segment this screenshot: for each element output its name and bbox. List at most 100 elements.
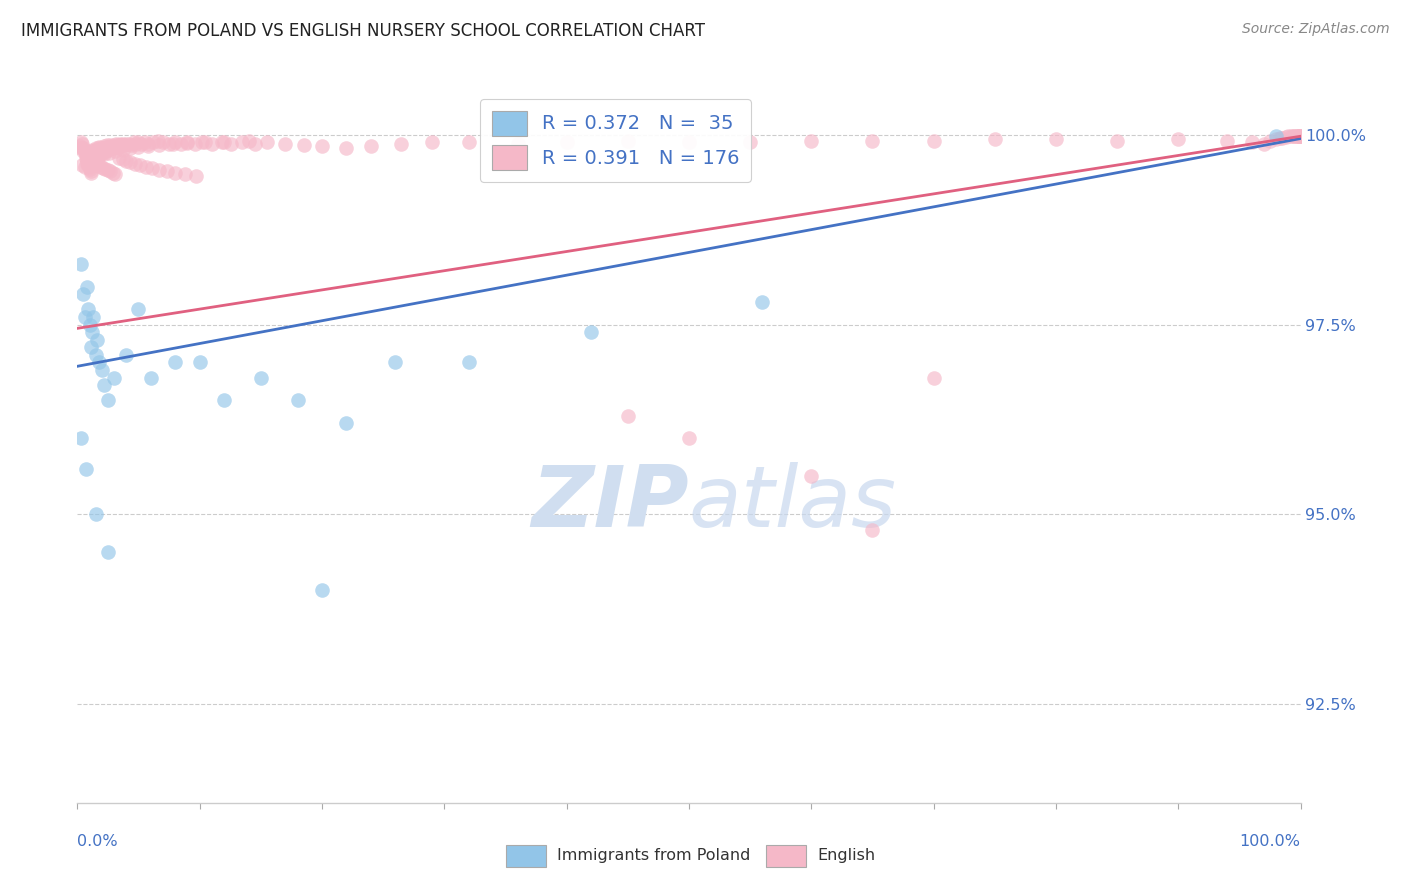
Point xyxy=(72,287,94,301)
Point xyxy=(617,134,640,148)
Point xyxy=(287,393,309,408)
Point xyxy=(212,393,235,408)
Point xyxy=(250,370,273,384)
Point xyxy=(93,146,115,161)
Point xyxy=(77,149,100,163)
Point xyxy=(79,160,101,174)
Point xyxy=(420,136,443,150)
Point xyxy=(82,154,104,169)
Point xyxy=(80,145,103,159)
Point xyxy=(335,416,357,430)
Point xyxy=(1284,128,1306,143)
Point xyxy=(70,136,93,150)
Point xyxy=(80,164,103,178)
Point xyxy=(77,156,100,170)
Point xyxy=(70,257,93,271)
Point xyxy=(125,136,148,151)
Text: Immigrants from Poland: Immigrants from Poland xyxy=(557,848,751,863)
Point xyxy=(922,370,945,384)
Point xyxy=(98,164,121,178)
Point xyxy=(76,279,98,293)
Point xyxy=(678,431,700,445)
Point xyxy=(457,136,479,150)
Point xyxy=(212,135,235,149)
Point xyxy=(91,145,114,159)
Point xyxy=(80,143,103,157)
Point xyxy=(1258,134,1281,148)
Point xyxy=(80,325,103,339)
Point xyxy=(231,136,253,150)
Point xyxy=(457,355,479,369)
Text: ZIP: ZIP xyxy=(531,461,689,545)
Point xyxy=(862,523,884,537)
Point xyxy=(1265,129,1288,144)
Point xyxy=(311,583,333,598)
Point xyxy=(89,149,111,163)
Point xyxy=(1216,134,1239,148)
Point xyxy=(90,143,112,157)
Point xyxy=(86,145,108,159)
Point xyxy=(120,138,142,153)
Point xyxy=(142,136,165,150)
Point xyxy=(1288,128,1310,143)
Point xyxy=(800,134,823,148)
Point xyxy=(136,139,159,153)
Point xyxy=(115,153,138,168)
Point xyxy=(1279,129,1302,144)
Point xyxy=(75,146,97,161)
Point xyxy=(97,141,120,155)
Point xyxy=(104,145,127,159)
Point xyxy=(87,147,110,161)
Point xyxy=(80,340,103,354)
Point xyxy=(506,136,529,151)
Point xyxy=(80,152,103,166)
Point xyxy=(139,370,162,384)
Point xyxy=(94,142,117,156)
Point xyxy=(193,136,215,150)
Point xyxy=(70,431,93,445)
Point xyxy=(391,136,413,151)
Point xyxy=(1289,128,1312,143)
Point xyxy=(751,294,773,309)
Point xyxy=(75,151,97,165)
Point xyxy=(129,136,152,151)
Point xyxy=(98,145,121,160)
Point xyxy=(156,164,179,178)
Point xyxy=(76,154,98,169)
Point xyxy=(86,145,108,160)
Point xyxy=(97,393,120,408)
Point xyxy=(82,145,104,160)
Point xyxy=(191,136,214,150)
Point xyxy=(1271,130,1294,145)
Point xyxy=(100,140,122,154)
Point xyxy=(76,156,98,170)
Point xyxy=(136,136,159,151)
Point xyxy=(108,151,131,165)
Point xyxy=(678,136,700,150)
Point xyxy=(104,167,127,181)
Point xyxy=(165,136,187,150)
Point xyxy=(90,145,112,159)
Point xyxy=(128,136,150,150)
Point xyxy=(165,166,187,180)
Point xyxy=(124,156,146,170)
Point xyxy=(73,160,96,174)
Point xyxy=(94,144,117,158)
Point xyxy=(984,132,1007,146)
Point xyxy=(84,156,107,170)
Point xyxy=(1275,130,1298,145)
Point xyxy=(108,136,131,151)
Point xyxy=(152,136,174,150)
Point xyxy=(238,134,260,148)
Point xyxy=(122,136,145,150)
Point xyxy=(84,143,107,157)
Point xyxy=(93,139,115,153)
Text: Source: ZipAtlas.com: Source: ZipAtlas.com xyxy=(1241,22,1389,37)
Point xyxy=(170,136,193,151)
Point xyxy=(97,143,120,157)
Point xyxy=(1285,128,1308,143)
Point xyxy=(105,136,128,151)
Point xyxy=(77,158,100,172)
Point xyxy=(579,325,602,339)
Point xyxy=(111,152,134,166)
